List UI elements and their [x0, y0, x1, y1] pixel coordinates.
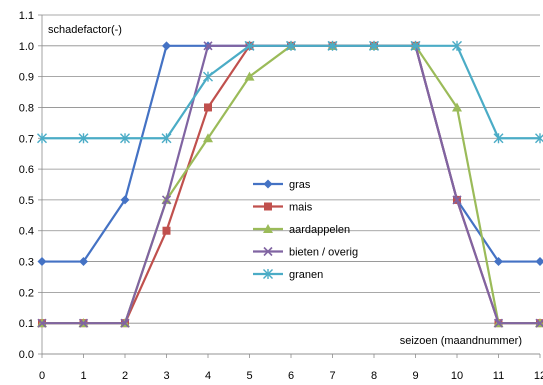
- point-bieten-overig-marker: [493, 318, 504, 328]
- legend-label: aardappelen: [289, 224, 350, 236]
- legend-item-bieten-overig: bieten / overig: [253, 247, 358, 259]
- y-tick-label: 1.1: [19, 10, 34, 22]
- point-mais-marker: [162, 226, 171, 235]
- legend-granen-marker: [263, 269, 273, 279]
- legend-bieten-overig-marker: [263, 246, 273, 257]
- point-bieten-overig-marker: [120, 318, 130, 328]
- x-tick-label: 4: [205, 370, 211, 382]
- point-gras-marker: [120, 195, 130, 205]
- point-gras-marker: [37, 257, 47, 267]
- point-granen-marker: [203, 71, 213, 82]
- y-tick-label: 0.9: [19, 72, 34, 84]
- point-gras-marker: [79, 257, 88, 267]
- y-tick-label: 1.0: [19, 41, 34, 53]
- point-granen-marker: [161, 133, 172, 144]
- y-axis-label: schadefactor(-): [48, 24, 122, 36]
- x-tick-label: 9: [412, 370, 418, 382]
- x-axis-label: seizoen (maandnummer): [400, 335, 522, 347]
- legend-item-granen: granen: [253, 269, 323, 281]
- legend-gras-marker: [263, 179, 273, 189]
- x-tick-labels: 0123456789101112: [39, 370, 543, 382]
- x-tick-label: 1: [80, 370, 86, 382]
- x-tick-label: 7: [329, 370, 335, 382]
- point-bieten-overig-marker: [161, 195, 172, 205]
- axes: [38, 14, 541, 358]
- legend-label: granen: [289, 269, 323, 281]
- y-tick-label: 0.1: [19, 318, 34, 330]
- x-tick-label: 10: [451, 370, 463, 382]
- x-tick-label: 3: [163, 370, 169, 382]
- series-line-granen: [42, 44, 540, 140]
- legend-item-mais: mais: [253, 202, 313, 214]
- x-tick-label: 6: [288, 370, 294, 382]
- x-tick-label: 5: [246, 370, 252, 382]
- series-group: [37, 40, 543, 328]
- point-granen-marker: [535, 133, 543, 144]
- x-tick-label: 8: [371, 370, 377, 382]
- y-tick-label: 0.8: [19, 102, 34, 114]
- point-mais-marker: [204, 103, 212, 112]
- point-aardappelen-marker: [203, 133, 213, 143]
- point-aardappelen-marker: [452, 102, 462, 112]
- point-granen-marker: [369, 40, 379, 51]
- point-bieten-overig-marker: [203, 41, 213, 51]
- legend: gras mais aardappelen bieten / overig granen: [253, 179, 358, 281]
- y-tick-label: 0.0: [19, 349, 34, 361]
- legend-label: gras: [289, 179, 311, 191]
- point-granen-marker: [327, 40, 338, 51]
- point-bieten-overig-marker: [452, 195, 462, 205]
- y-tick-label: 0.7: [19, 133, 34, 145]
- legend-aardappelen-marker: [263, 224, 273, 233]
- point-bieten-overig-marker: [78, 318, 89, 328]
- legend-item-gras: gras: [253, 179, 311, 191]
- y-tick-label: 0.5: [19, 195, 34, 207]
- series-granen: [37, 40, 543, 144]
- y-tick-label: 0.6: [19, 164, 34, 176]
- y-tick-label: 0.4: [19, 226, 34, 238]
- point-granen-marker: [410, 40, 421, 51]
- point-gras-marker: [535, 257, 543, 267]
- point-granen-marker: [452, 40, 462, 51]
- point-bieten-overig-marker: [37, 318, 47, 328]
- legend-mais-marker: [264, 202, 272, 211]
- point-granen-marker: [37, 133, 47, 144]
- x-tick-label: 2: [122, 370, 128, 382]
- point-granen-marker: [493, 133, 504, 144]
- y-tick-label: 0.3: [19, 257, 34, 269]
- y-tick-label: 0.2: [19, 287, 34, 299]
- x-tick-label: 12: [534, 370, 543, 382]
- x-tick-label: 0: [39, 370, 45, 382]
- y-tick-labels: 0.0 0.1 0.2 0.3 0.4 0.5 0.6 0.7 0.8 0.9 1.0 1.1: [19, 10, 34, 361]
- point-aardappelen-marker: [244, 71, 255, 81]
- point-granen-marker: [244, 40, 255, 51]
- legend-label: bieten / overig: [289, 247, 358, 259]
- point-granen-marker: [78, 133, 89, 144]
- x-tick-label: 11: [493, 370, 504, 382]
- point-granen-marker: [286, 40, 296, 51]
- legend-item-aardappelen: aardappelen: [253, 224, 350, 236]
- point-gras-marker: [494, 257, 503, 267]
- point-gras-marker: [162, 41, 171, 51]
- legend-label: mais: [289, 202, 313, 214]
- point-granen-marker: [120, 133, 130, 144]
